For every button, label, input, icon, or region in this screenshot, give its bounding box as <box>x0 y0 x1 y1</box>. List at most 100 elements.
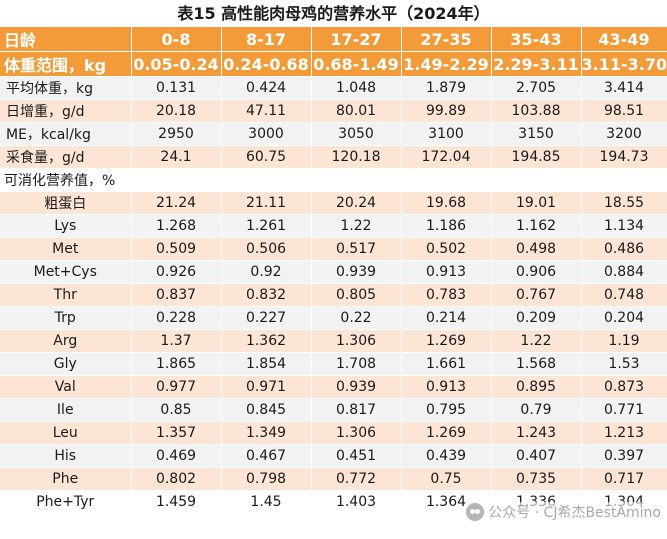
table-cell: 1.269 <box>401 421 492 445</box>
row-label: ME，kcal/kg <box>0 122 132 146</box>
table-cell: 3200 <box>581 122 667 146</box>
table-cell: 0.469 <box>131 444 222 468</box>
table-cell: 3000 <box>221 122 312 146</box>
table-cell: 1.49-2.29 <box>401 51 492 77</box>
row-label: 体重范围，kg <box>0 51 132 77</box>
table-cell: 1.306 <box>311 329 402 353</box>
table-cell: 1.048 <box>311 76 402 100</box>
table-cell: 1.45 <box>221 490 312 514</box>
table-row: Met 0.509 0.506 0.517 0.502 0.498 0.486 <box>0 237 667 261</box>
row-label: 平均体重，kg <box>0 76 132 100</box>
table-cell: 21.11 <box>221 191 312 215</box>
row-label: Lys <box>0 214 132 238</box>
table-cell: 0.209 <box>491 306 582 330</box>
table-cell: 35-43 <box>491 27 582 52</box>
table-row: Gly 1.865 1.854 1.708 1.661 1.568 1.53 <box>0 352 667 376</box>
table-cell: 1.661 <box>401 352 492 376</box>
section-row: 可消化营养值，% <box>0 168 667 192</box>
table-cell: 0.798 <box>221 467 312 491</box>
table-cell: 18.55 <box>581 191 667 215</box>
table-cell: 1.708 <box>311 352 402 376</box>
table-cell <box>491 168 582 192</box>
table-row: 平均体重，kg 0.131 0.424 1.048 1.879 2.705 3.414 <box>0 76 667 100</box>
table-cell: 0.772 <box>311 467 402 491</box>
table-cell: 0.832 <box>221 283 312 307</box>
table-cell: 0.407 <box>491 444 582 468</box>
table-cell: 0.783 <box>401 283 492 307</box>
table-cell: 0.913 <box>401 260 492 284</box>
table-cell: 3100 <box>401 122 492 146</box>
table-cell: 194.73 <box>581 145 667 169</box>
section-label: 可消化营养值，% <box>0 168 222 192</box>
row-label: His <box>0 444 132 468</box>
table-cell <box>581 168 667 192</box>
table-cell: 1.854 <box>221 352 312 376</box>
table-cell: 1.19 <box>581 329 667 353</box>
table-cell: 19.01 <box>491 191 582 215</box>
table-cell: 98.51 <box>581 99 667 123</box>
table-row: His 0.469 0.467 0.451 0.439 0.407 0.397 <box>0 444 667 468</box>
table-cell: 0.467 <box>221 444 312 468</box>
table-cell: 80.01 <box>311 99 402 123</box>
row-label: Ile <box>0 398 132 422</box>
header-row: 日龄 0-8 8-17 17-27 27-35 35-43 43-49 <box>0 27 667 52</box>
table-cell: 1.357 <box>131 421 222 445</box>
table-cell: 0.79 <box>491 398 582 422</box>
table-cell: 60.75 <box>221 145 312 169</box>
table-cell: 20.18 <box>131 99 222 123</box>
table-cell: 1.37 <box>131 329 222 353</box>
table-cell: 0.498 <box>491 237 582 261</box>
row-label: Leu <box>0 421 132 445</box>
table-cell: 2.705 <box>491 76 582 100</box>
table-cell: 0.795 <box>401 398 492 422</box>
table-cell: 99.89 <box>401 99 492 123</box>
table-cell: 194.85 <box>491 145 582 169</box>
table-row: Val 0.977 0.971 0.939 0.913 0.895 0.873 <box>0 375 667 399</box>
row-label: 日增重，g/d <box>0 99 132 123</box>
table-cell: 172.04 <box>401 145 492 169</box>
header-row-weight-range: 体重范围，kg 0.05-0.24 0.24-0.68 0.68-1.49 1.49-2… <box>0 51 667 77</box>
table-cell <box>311 168 402 192</box>
table-cell: 1.879 <box>401 76 492 100</box>
table-cell: 0.502 <box>401 237 492 261</box>
table-cell: 0.906 <box>491 260 582 284</box>
table-cell: 1.53 <box>581 352 667 376</box>
table-cell: 1.268 <box>131 214 222 238</box>
table-cell: 0.971 <box>221 375 312 399</box>
table-row: Thr 0.837 0.832 0.805 0.783 0.767 0.748 <box>0 283 667 307</box>
table-cell: 1.213 <box>581 421 667 445</box>
row-label: Met <box>0 237 132 261</box>
table-cell: 1.22 <box>311 214 402 238</box>
table-cell: 0.771 <box>581 398 667 422</box>
table-cell: 0.895 <box>491 375 582 399</box>
table-cell: 21.24 <box>131 191 222 215</box>
table-cell: 1.261 <box>221 214 312 238</box>
table-row: Arg 1.37 1.362 1.306 1.269 1.22 1.19 <box>0 329 667 353</box>
table-cell: 0.397 <box>581 444 667 468</box>
table-cell: 0.884 <box>581 260 667 284</box>
table-cell: 27-35 <box>401 27 492 52</box>
table-cell: 120.18 <box>311 145 402 169</box>
row-label: Arg <box>0 329 132 353</box>
row-label: Val <box>0 375 132 399</box>
table-cell: 0.486 <box>581 237 667 261</box>
table-cell: 1.349 <box>221 421 312 445</box>
table-row: 粗蛋白 21.24 21.11 20.24 19.68 19.01 18.55 <box>0 191 667 215</box>
table-cell: 0.517 <box>311 237 402 261</box>
table-cell: 0.939 <box>311 375 402 399</box>
table-cell: 0.68-1.49 <box>311 51 402 77</box>
table-cell: 3.11-3.70 <box>581 51 667 77</box>
table-cell: 0.439 <box>401 444 492 468</box>
table-row: ME，kcal/kg 2950 3000 3050 3100 3150 3200 <box>0 122 667 146</box>
table-cell: 0.717 <box>581 467 667 491</box>
table-cell: 0.227 <box>221 306 312 330</box>
table-cell: 43-49 <box>581 27 667 52</box>
table-cell: 0.926 <box>131 260 222 284</box>
table-cell: 1.186 <box>401 214 492 238</box>
watermark-text: 公众号 · CJ希杰BestAmino <box>488 505 661 521</box>
table-cell: 0.802 <box>131 467 222 491</box>
table-cell: 8-17 <box>221 27 312 52</box>
table-cell: 0.204 <box>581 306 667 330</box>
row-label: Phe+Tyr <box>0 490 132 514</box>
table-cell: 1.568 <box>491 352 582 376</box>
